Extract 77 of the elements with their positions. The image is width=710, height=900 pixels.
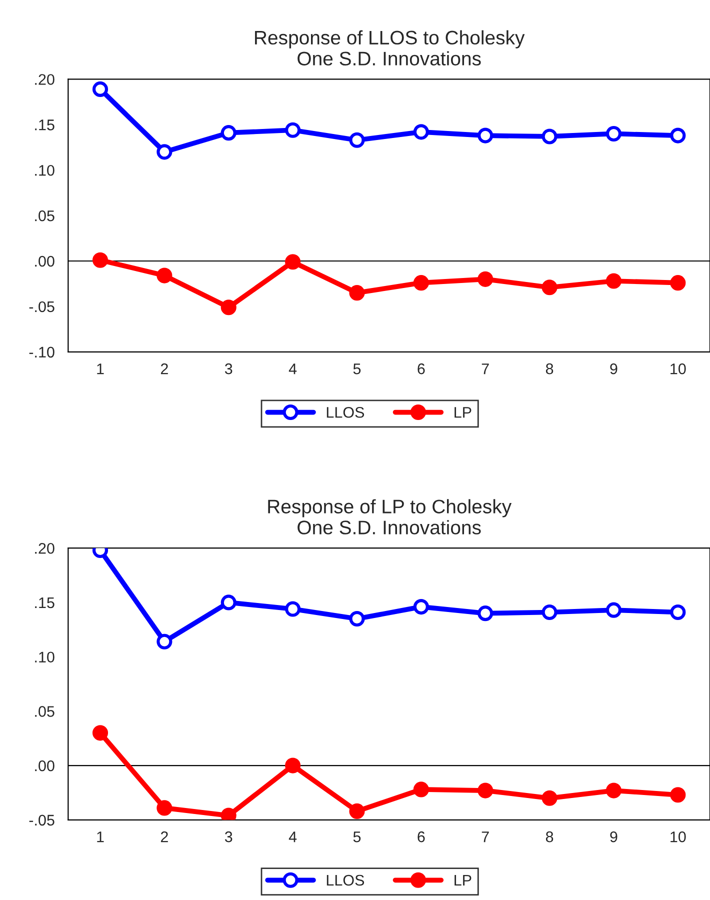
legend-label: LLOS (326, 874, 364, 886)
point (349, 803, 365, 819)
point (478, 782, 494, 798)
point (606, 126, 622, 142)
point (413, 599, 429, 615)
y-tick-label: .20 (35, 542, 54, 554)
x-tick-label: 9 (610, 363, 618, 374)
legend-label: LP (454, 407, 472, 418)
y-tick-label: -.05 (29, 301, 54, 312)
x-tick-label: 4 (288, 364, 297, 374)
x-tick-label: 5 (353, 364, 361, 374)
x-tick-label: 7 (482, 832, 489, 842)
chart-title: Response of LP to Cholesky One S.D. Innovations (268, 499, 512, 534)
point (606, 602, 622, 618)
point (478, 271, 494, 287)
point (670, 787, 686, 803)
x-tick-label: 6 (418, 831, 425, 842)
point (413, 782, 429, 798)
x-tick-label: 10 (670, 363, 686, 374)
y-tick-label: .00 (35, 256, 54, 267)
x-tick-label: 4 (288, 832, 297, 842)
point (349, 610, 365, 627)
x-tick-label: 8 (546, 831, 554, 842)
point (542, 280, 558, 296)
point (92, 252, 108, 268)
x-tick-label: 1 (97, 364, 104, 374)
y-tick-label: .00 (35, 760, 54, 772)
point (542, 128, 558, 144)
x-tick-label: 7 (482, 364, 489, 374)
point (156, 800, 172, 816)
point (220, 125, 236, 141)
y-tick-label: .20 (35, 74, 54, 85)
point (478, 606, 494, 622)
point (670, 604, 686, 620)
y-tick-label: -.05 (29, 814, 54, 826)
point (285, 601, 301, 617)
x-tick-label: 3 (224, 363, 232, 374)
y-tick-label: .05 (35, 706, 54, 717)
y-tick-label: .10 (35, 652, 54, 663)
legend-label: LLOS (326, 406, 364, 418)
y-tick-label: .10 (35, 164, 54, 176)
point (413, 124, 429, 140)
point (670, 275, 686, 291)
point (542, 604, 558, 620)
point (92, 81, 108, 97)
y-tick-label: .15 (35, 597, 54, 608)
point (285, 122, 301, 138)
x-tick-label: 6 (418, 363, 425, 374)
x-tick-label: 3 (224, 831, 232, 842)
point (156, 144, 172, 160)
point (606, 273, 622, 289)
chart-title: Response of LLOS to Cholesky One S.D. Innovations (255, 30, 525, 66)
x-tick-label: 10 (670, 831, 686, 842)
x-tick-label: 2 (160, 363, 168, 374)
x-tick-label: 1 (97, 832, 104, 842)
point (413, 275, 429, 291)
point (156, 268, 172, 284)
point (156, 634, 172, 650)
point (92, 725, 108, 741)
point (285, 254, 301, 270)
point (606, 782, 622, 798)
point (285, 758, 301, 774)
x-tick-label: 9 (610, 831, 618, 842)
y-tick-label: -.10 (29, 346, 54, 358)
x-tick-label: 5 (353, 832, 361, 842)
x-tick-label: 8 (546, 363, 554, 374)
point (220, 594, 236, 610)
point (542, 790, 558, 806)
y-tick-label: .05 (35, 210, 54, 222)
point (670, 128, 686, 144)
point (220, 300, 236, 316)
legend-label: LP (454, 874, 472, 886)
point (349, 285, 365, 301)
point (478, 128, 494, 144)
point (349, 132, 365, 148)
x-tick-label: 2 (160, 831, 168, 842)
y-tick-label: .15 (35, 120, 54, 130)
